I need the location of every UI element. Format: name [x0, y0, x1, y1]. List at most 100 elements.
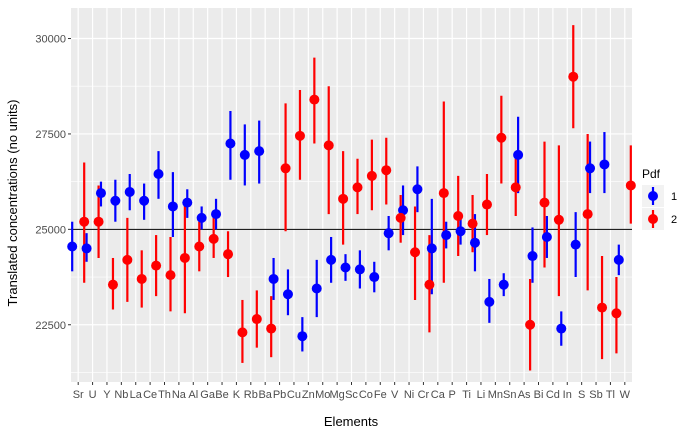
point-series-1	[599, 159, 610, 170]
x-tick-label: La	[130, 389, 143, 401]
point-series-2	[525, 319, 536, 330]
x-tick-label: Mg	[329, 389, 344, 401]
x-tick-label: Li	[477, 389, 486, 401]
x-tick-label: Bi	[534, 389, 544, 401]
x-tick-label: Ca	[431, 389, 446, 401]
point-series-2	[151, 260, 162, 271]
point-series-1	[556, 323, 567, 334]
point-series-1	[297, 331, 308, 342]
x-tick-label: As	[518, 389, 531, 401]
point-series-1	[613, 254, 624, 265]
y-axis-title: Translated concentrations (no units)	[5, 100, 20, 307]
x-tick-label: In	[563, 389, 572, 401]
x-tick-label: V	[391, 389, 399, 401]
point-series-1	[570, 239, 581, 250]
legend-label: 1	[671, 191, 677, 203]
x-tick-label: Sb	[589, 389, 602, 401]
point-series-2	[266, 323, 277, 334]
point-series-2	[280, 163, 291, 174]
point-series-2	[625, 180, 636, 191]
point-series-2	[309, 94, 320, 105]
point-series-1	[340, 262, 351, 273]
point-series-2	[165, 270, 176, 281]
point-series-2	[438, 188, 449, 199]
point-series-2	[338, 193, 349, 204]
x-tick-label: Th	[158, 389, 171, 401]
point-series-1	[541, 231, 552, 242]
point-series-2	[582, 209, 593, 220]
x-tick-label: Fe	[374, 389, 387, 401]
point-series-1	[196, 212, 207, 223]
point-series-1	[110, 195, 121, 206]
point-series-1	[182, 197, 193, 208]
point-series-1	[225, 138, 236, 149]
point-series-1	[282, 289, 293, 300]
point-series-2	[223, 249, 234, 260]
point-series-1	[95, 188, 106, 199]
point-series-2	[237, 327, 248, 338]
point-series-2	[93, 216, 104, 227]
x-tick-label: Zn	[302, 389, 315, 401]
point-series-1	[383, 228, 394, 239]
x-tick-label: Al	[188, 389, 198, 401]
x-tick-label: Sc	[345, 389, 358, 401]
point-series-1	[412, 184, 423, 195]
point-series-1	[167, 201, 178, 212]
point-series-1	[153, 169, 164, 180]
point-series-2	[136, 273, 147, 284]
point-series-2	[553, 214, 564, 225]
point-series-2	[366, 170, 377, 181]
legend-title: Pdf	[642, 167, 661, 181]
point-series-2	[79, 216, 90, 227]
x-tick-label: Ce	[143, 389, 157, 401]
point-series-1	[513, 149, 524, 160]
x-tick-label: Pb	[273, 389, 286, 401]
point-series-2	[179, 252, 190, 263]
point-series-2	[481, 199, 492, 210]
y-tick-label: 25000	[35, 224, 66, 236]
x-tick-label: Cr	[418, 389, 430, 401]
x-tick-label: Y	[103, 389, 111, 401]
point-series-1	[469, 237, 480, 248]
point-series-1	[67, 241, 78, 252]
point-series-2	[496, 132, 507, 143]
point-series-2	[597, 302, 608, 313]
point-series-1	[498, 279, 509, 290]
point-series-2	[381, 165, 392, 176]
point-series-2	[453, 210, 464, 221]
x-tick-label: Mo	[315, 389, 330, 401]
point-series-1	[441, 230, 452, 241]
x-tick-label: Nb	[114, 389, 128, 401]
x-tick-label: Rb	[244, 389, 258, 401]
x-tick-label: S	[578, 389, 585, 401]
x-tick-label: Cu	[287, 389, 301, 401]
point-series-1	[585, 163, 596, 174]
x-tick-label: U	[89, 389, 97, 401]
x-tick-label: Ni	[404, 389, 414, 401]
point-series-2	[568, 71, 579, 82]
legend-key-point	[648, 214, 658, 224]
point-series-1	[139, 195, 150, 206]
point-series-2	[251, 314, 262, 325]
point-series-2	[424, 279, 435, 290]
point-series-1	[426, 243, 437, 254]
legend: Pdf 1 2	[642, 167, 677, 230]
y-axis: 22500 25000 27500 30000	[35, 34, 71, 332]
y-tick-label: 27500	[35, 129, 66, 141]
x-tick-label: Ba	[258, 389, 272, 401]
x-tick-label: K	[233, 389, 241, 401]
x-axis: Sr U Y Nb La Ce Th Na Al Ga Be K Rb Ba Pb Cu Zn Mo Mg Sc Co F…	[73, 382, 631, 401]
point-series-2	[410, 247, 421, 258]
x-tick-label: Ti	[462, 389, 471, 401]
point-series-1	[354, 264, 365, 275]
x-tick-label: Na	[172, 389, 187, 401]
x-tick-label: W	[620, 389, 631, 401]
x-tick-label: Mn	[488, 389, 503, 401]
x-tick-label: Ga	[200, 389, 216, 401]
point-series-2	[395, 212, 406, 223]
y-tick-label: 22500	[35, 320, 66, 332]
legend-key-point	[648, 191, 658, 201]
x-axis-title: Elements	[324, 414, 379, 429]
point-series-2	[352, 182, 363, 193]
